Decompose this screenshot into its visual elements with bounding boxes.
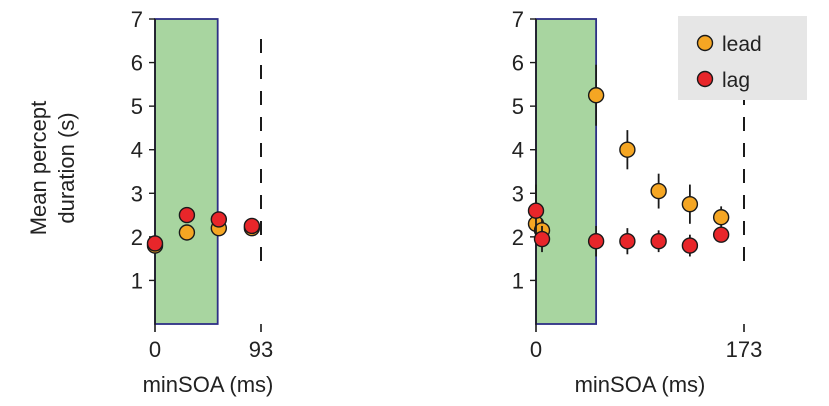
y-tick-label: 7 [512, 7, 524, 32]
y-tick-label: 1 [131, 268, 143, 293]
data-point-lead [587, 87, 605, 104]
data-point-lag [146, 235, 164, 252]
data-point-lag [243, 217, 261, 235]
y-tick-label: 2 [131, 225, 143, 250]
data-point-lag [527, 202, 545, 219]
legend-marker-lead [696, 34, 714, 52]
y-tick-label: 3 [131, 181, 143, 206]
x-tick-label: 93 [249, 337, 273, 362]
x-tick-label: 0 [149, 337, 161, 362]
data-point-lag [650, 233, 667, 250]
y-axis-title-line-2: duration (s) [54, 112, 79, 223]
y-tick-label: 6 [131, 51, 143, 76]
y-tick-label: 5 [512, 94, 524, 119]
data-point-lag [178, 206, 196, 224]
y-tick-label: 2 [512, 225, 524, 250]
data-point-lag [533, 230, 551, 248]
data-point-lag [210, 211, 228, 228]
data-point-lead [681, 195, 699, 213]
x-axis-title: minSOA (ms) [575, 372, 706, 397]
data-point-lag [712, 226, 730, 243]
data-point-lead [650, 182, 667, 200]
data-point-lead [178, 224, 196, 241]
legend: lead lag [678, 16, 807, 100]
panel-right: 1 2 3 4 5 6 7 0 173 minSOA (ms) [512, 7, 763, 397]
data-point-lead [619, 141, 636, 158]
legend-label-lead: lead [722, 33, 762, 56]
y-tick-label: 1 [512, 268, 524, 293]
data-point-lag [619, 233, 636, 250]
x-axis-title: minSOA (ms) [143, 372, 274, 397]
shaded-region [154, 18, 219, 325]
data-point-lag [681, 237, 699, 254]
y-axis-title-line-1: Mean percept [26, 101, 51, 236]
legend-label-lag: lag [722, 69, 750, 92]
y-tick-label: 3 [512, 181, 524, 206]
panel-left: 1 2 3 4 5 6 7 0 93 minSOA (ms) [131, 7, 274, 397]
y-tick-label: 7 [131, 7, 143, 32]
legend-marker-lag [696, 70, 714, 88]
y-tick-label: 5 [131, 94, 143, 119]
shaded-region [535, 18, 598, 325]
data-point-lead [712, 209, 730, 226]
y-tick-label: 4 [131, 138, 143, 163]
x-tick-label: 0 [530, 337, 542, 362]
data-point-lag [587, 233, 605, 250]
x-tick-label: 173 [726, 337, 763, 362]
y-axis-title: Mean percept duration (s) [26, 101, 79, 236]
legend-box [678, 16, 807, 100]
y-tick-label: 6 [512, 51, 524, 76]
y-tick-label: 4 [512, 138, 524, 163]
